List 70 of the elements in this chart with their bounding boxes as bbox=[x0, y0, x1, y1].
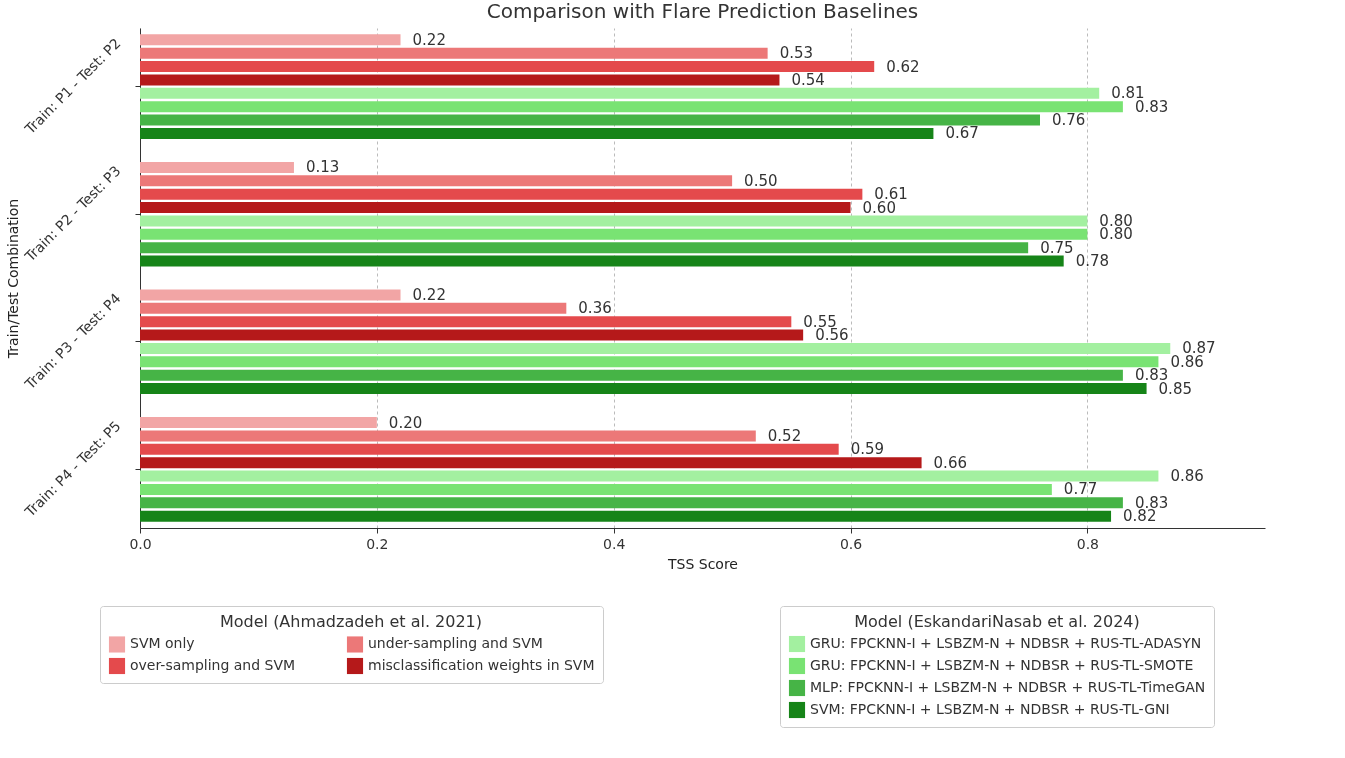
bar bbox=[140, 369, 1123, 381]
legend-label: misclassification weights in SVM bbox=[368, 657, 595, 673]
data-label: 0.59 bbox=[850, 440, 885, 459]
bar bbox=[140, 127, 934, 139]
bar bbox=[140, 114, 1040, 126]
data-label: 0.22 bbox=[412, 285, 446, 304]
data-label: 0.75 bbox=[1040, 238, 1074, 257]
x-tick-label: 0.2 bbox=[366, 535, 389, 552]
legend-label: over-sampling and SVM bbox=[130, 657, 296, 673]
data-label: 0.78 bbox=[1075, 252, 1110, 271]
data-label: 0.66 bbox=[933, 453, 967, 472]
chart-title: Comparison with Flare Prediction Baselines bbox=[486, 0, 919, 23]
bar bbox=[140, 61, 875, 73]
data-label: 0.86 bbox=[1170, 467, 1204, 486]
text: Model (Ahmadzadeh et al. 2021) bbox=[219, 612, 483, 631]
data-label: 0.67 bbox=[945, 124, 979, 143]
bar bbox=[140, 215, 1088, 227]
data-label: 0.62 bbox=[886, 57, 920, 76]
x-tick-label: 0.0 bbox=[129, 535, 152, 552]
bar bbox=[140, 383, 1147, 395]
data-label: 0.80 bbox=[1099, 225, 1133, 244]
bar bbox=[140, 417, 377, 429]
bar bbox=[140, 316, 792, 328]
data-label: 0.36 bbox=[578, 299, 612, 318]
data-label: 0.22 bbox=[412, 30, 446, 49]
bar bbox=[140, 302, 567, 314]
data-label: 0.76 bbox=[1052, 111, 1086, 130]
legend-label: under-sampling and SVM bbox=[368, 635, 543, 652]
bar bbox=[140, 228, 1088, 240]
data-label: 0.13 bbox=[305, 158, 340, 177]
data-label: 0.54 bbox=[791, 70, 825, 89]
bar bbox=[140, 202, 851, 214]
bar bbox=[140, 457, 922, 469]
bar bbox=[140, 255, 1064, 267]
x-tick-label: 0.8 bbox=[1076, 535, 1099, 552]
legend-label: GRU: FPCKNN-I + LSBZM-N + NDBSR + RUS-TL-SMOTE bbox=[810, 657, 1194, 673]
bar bbox=[140, 188, 863, 200]
legend-label: SVM only bbox=[130, 635, 195, 652]
bar bbox=[140, 470, 1159, 482]
bar bbox=[140, 101, 1123, 113]
bar bbox=[140, 510, 1112, 522]
x-tick-label: 0.4 bbox=[603, 535, 626, 552]
legend-label: MLP: FPCKNN-I + LSBZM-N + NDBSR + RUS-TL-TimeGAN bbox=[810, 679, 1206, 695]
bar bbox=[140, 497, 1123, 509]
bar bbox=[140, 289, 401, 301]
data-label: 0.77 bbox=[1063, 480, 1098, 499]
legend-label: SVM: FPCKNN-I + LSBZM-N + NDBSR + RUS-TL-GNI bbox=[810, 701, 1170, 717]
bar bbox=[140, 175, 733, 187]
bar bbox=[140, 34, 401, 46]
bar bbox=[140, 47, 768, 59]
text: Model (EskandariNasab et al. 2024) bbox=[854, 612, 1140, 631]
bar bbox=[140, 430, 756, 442]
y-axis-title: Train/Test Combination bbox=[5, 198, 22, 360]
legend-label: GRU: FPCKNN-I + LSBZM-N + NDBSR + RUS-TL-ADASYN bbox=[810, 635, 1202, 651]
bar bbox=[140, 483, 1052, 495]
bar bbox=[140, 87, 1100, 99]
bar bbox=[140, 443, 839, 455]
bar bbox=[140, 242, 1029, 254]
data-label: 0.50 bbox=[744, 171, 778, 190]
data-label: 0.82 bbox=[1123, 507, 1157, 526]
x-tick-label: 0.6 bbox=[839, 535, 863, 552]
data-label: 0.53 bbox=[779, 44, 814, 63]
bar bbox=[140, 329, 804, 341]
bar bbox=[140, 161, 294, 173]
bar bbox=[140, 356, 1159, 368]
bar bbox=[140, 342, 1171, 354]
data-label: 0.20 bbox=[388, 413, 423, 432]
data-label: 0.52 bbox=[767, 426, 802, 445]
bar bbox=[140, 74, 780, 86]
x-axis-title: TSS Score bbox=[667, 555, 738, 572]
